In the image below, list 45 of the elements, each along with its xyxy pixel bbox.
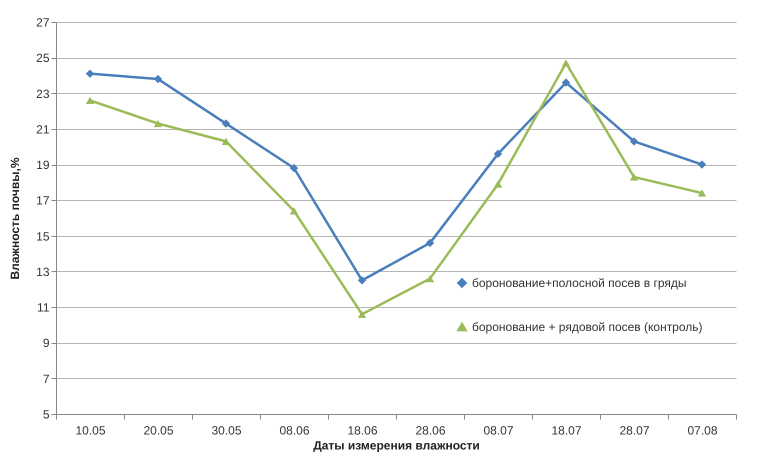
point — [290, 164, 298, 172]
x-tick-label: 18.07 — [551, 424, 582, 438]
point — [222, 119, 230, 128]
point — [630, 173, 638, 181]
y-tick-label: 7 — [42, 372, 50, 386]
x-tick-label: 08.06 — [279, 424, 310, 438]
y-tick-label: 21 — [36, 122, 50, 136]
y-tick-label: 11 — [37, 300, 50, 315]
x-tick-label: 07.08 — [687, 424, 718, 438]
point — [494, 150, 502, 158]
point — [426, 274, 434, 282]
legend-label: боронование+полосной посев в гряды — [472, 276, 686, 290]
point — [358, 310, 366, 318]
x-tick-label: 08.07 — [483, 424, 514, 438]
x-tick-label: 28.07 — [619, 424, 650, 438]
x-tick-label: 10.05 — [75, 424, 106, 438]
point — [86, 69, 94, 78]
x-tick-label: 30.05 — [211, 424, 242, 438]
point — [426, 238, 434, 248]
y-tick-label: 25 — [36, 51, 50, 66]
x-tick-label: 28.06 — [415, 424, 446, 438]
point — [494, 180, 502, 188]
x-axis-title: Даты измерения влажности — [313, 438, 480, 452]
point — [358, 276, 366, 285]
y-tick-label: 9 — [42, 336, 50, 350]
x-tick-label: 20.05 — [143, 424, 174, 438]
legend-label: боронование + рядовой посев (контроль) — [472, 320, 703, 334]
point — [630, 137, 638, 146]
point — [86, 96, 94, 104]
point — [562, 59, 570, 67]
point — [154, 120, 162, 128]
y-tick-label: 23 — [36, 86, 50, 101]
y-tick-label: 19 — [36, 158, 50, 172]
point — [698, 189, 706, 197]
y-tick-label: 15 — [36, 229, 50, 244]
y-tick-label: 5 — [42, 408, 50, 422]
point — [698, 160, 706, 169]
y-tick-label: 13 — [36, 264, 50, 279]
y-axis-title: Влажность почвы,% — [8, 157, 22, 280]
x-tick-label: 18.06 — [347, 424, 378, 438]
y-tick-label: 17 — [36, 194, 50, 208]
point — [154, 74, 162, 84]
point — [290, 207, 298, 214]
point — [562, 78, 570, 87]
y-tick-label: 27 — [36, 16, 50, 30]
